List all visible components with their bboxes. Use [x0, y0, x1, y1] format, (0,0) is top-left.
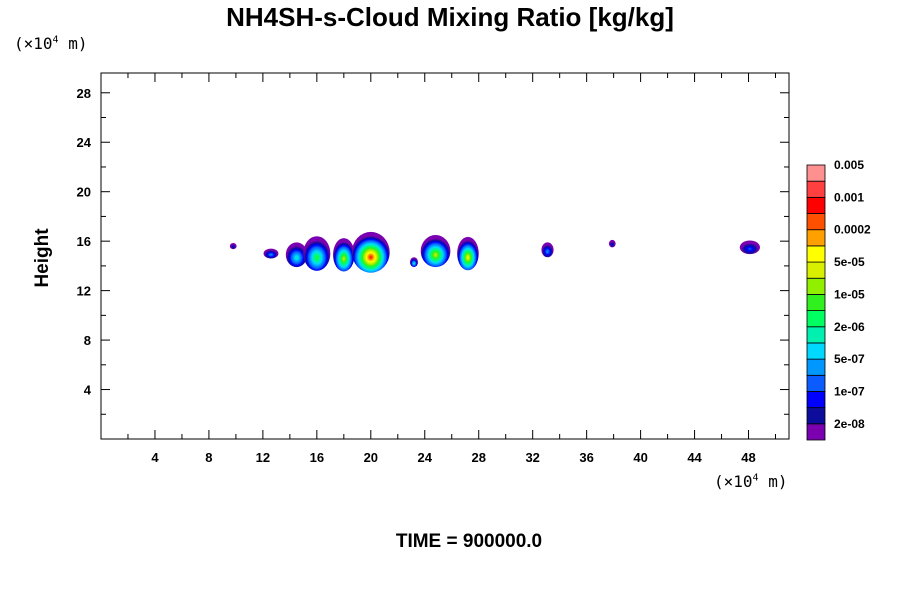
cloud-cell	[457, 236, 479, 271]
colorbar-segment	[806, 358, 826, 376]
colorbar-segment	[806, 164, 826, 182]
cloud-cell	[263, 248, 279, 259]
colorbar-segment	[806, 196, 826, 214]
y-tick-label: 16	[77, 234, 91, 249]
x-tick-label: 12	[256, 450, 270, 465]
cloud-cell	[303, 236, 331, 271]
y-tick-label: 8	[84, 333, 91, 348]
colorbar-segment	[806, 391, 826, 409]
colorbar-label: 2e-06	[834, 320, 865, 334]
cloud-cell	[229, 243, 237, 250]
x-tick-label: 28	[471, 450, 485, 465]
cloud-cell	[351, 231, 390, 273]
x-tick-label: 24	[418, 450, 433, 465]
cloud-cell	[541, 242, 554, 258]
colorbar-label: 0.005	[834, 158, 864, 172]
colorbar: 2e-08 1e-07 5e-07 2e-06 1e-05 5e-05 0.0002 0.00…	[806, 158, 871, 441]
y-axis-unit: (×104 m)	[14, 34, 88, 53]
colorbar-label: 1e-05	[834, 287, 865, 301]
colorbar-label: 5e-07	[834, 352, 865, 366]
colorbar-label: 2e-08	[834, 417, 865, 431]
colorbar-segment	[806, 374, 826, 392]
colorbar-segment	[806, 213, 826, 231]
cloud-cell	[420, 234, 451, 268]
x-tick-label: 4	[151, 450, 159, 465]
y-tick-label: 24	[77, 135, 92, 150]
colorbar-segment	[806, 407, 826, 425]
y-tick-label: 12	[77, 284, 91, 299]
plot-frame	[100, 72, 790, 440]
colorbar-label: 0.001	[834, 190, 864, 204]
cloud-cells	[229, 231, 760, 273]
colorbar-label: 5e-05	[834, 255, 865, 269]
colorbar-segment	[806, 180, 826, 198]
x-tick-label: 16	[310, 450, 324, 465]
time-label: TIME = 900000.0	[395, 531, 543, 552]
cloud-cell	[285, 242, 308, 268]
colorbar-segment	[806, 277, 826, 295]
chart-title: NH4SH-s-Cloud Mixing Ratio [kg/kg]	[226, 2, 674, 32]
cloud-cell	[739, 240, 760, 255]
cloud-cell	[409, 257, 419, 268]
x-tick-label: 44	[687, 450, 702, 465]
y-tick-label: 4	[84, 383, 92, 398]
colorbar-segment	[806, 294, 826, 311]
cloud-cell	[608, 239, 616, 248]
colorbar-segment	[806, 245, 826, 263]
colorbar-segment	[806, 261, 826, 279]
colorbar-segment	[806, 423, 826, 441]
x-tick-label: 48	[741, 450, 755, 465]
y-tick-label: 20	[77, 185, 91, 200]
x-tick-label: 36	[579, 450, 593, 465]
colorbar-segment	[806, 310, 826, 328]
cloud-cell	[333, 238, 355, 272]
y-tick-label: 28	[77, 86, 91, 101]
x-tick-label: 40	[633, 450, 647, 465]
colorbar-segment	[806, 342, 826, 360]
x-axis-unit: (×104 m)	[714, 472, 788, 491]
colorbar-segment	[806, 326, 826, 344]
x-tick-label: 8	[205, 450, 212, 465]
x-tick-label: 32	[525, 450, 539, 465]
colorbar-segment	[806, 229, 826, 247]
colorbar-label: 1e-07	[834, 384, 865, 398]
x-tick-label: 20	[364, 450, 378, 465]
colorbar-label: 0.0002	[834, 223, 871, 237]
